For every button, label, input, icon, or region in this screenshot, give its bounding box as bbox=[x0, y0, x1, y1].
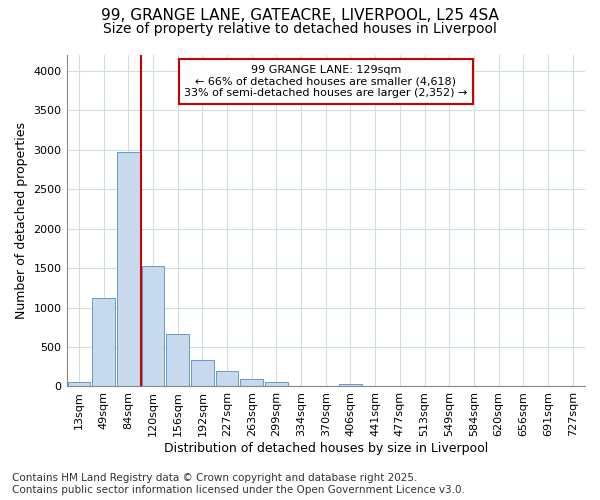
Bar bbox=[117, 152, 140, 386]
Bar bbox=[142, 266, 164, 386]
Text: Contains HM Land Registry data © Crown copyright and database right 2025.
Contai: Contains HM Land Registry data © Crown c… bbox=[12, 474, 465, 495]
Text: Size of property relative to detached houses in Liverpool: Size of property relative to detached ho… bbox=[103, 22, 497, 36]
Bar bbox=[265, 382, 288, 386]
Bar bbox=[68, 382, 90, 386]
Bar bbox=[241, 379, 263, 386]
Bar bbox=[191, 360, 214, 386]
Bar bbox=[166, 334, 189, 386]
Bar bbox=[92, 298, 115, 386]
Text: 99 GRANGE LANE: 129sqm
← 66% of detached houses are smaller (4,618)
33% of semi-: 99 GRANGE LANE: 129sqm ← 66% of detached… bbox=[184, 65, 467, 98]
Y-axis label: Number of detached properties: Number of detached properties bbox=[15, 122, 28, 319]
Bar bbox=[339, 384, 362, 386]
Text: 99, GRANGE LANE, GATEACRE, LIVERPOOL, L25 4SA: 99, GRANGE LANE, GATEACRE, LIVERPOOL, L2… bbox=[101, 8, 499, 22]
Bar bbox=[215, 370, 238, 386]
X-axis label: Distribution of detached houses by size in Liverpool: Distribution of detached houses by size … bbox=[164, 442, 488, 455]
